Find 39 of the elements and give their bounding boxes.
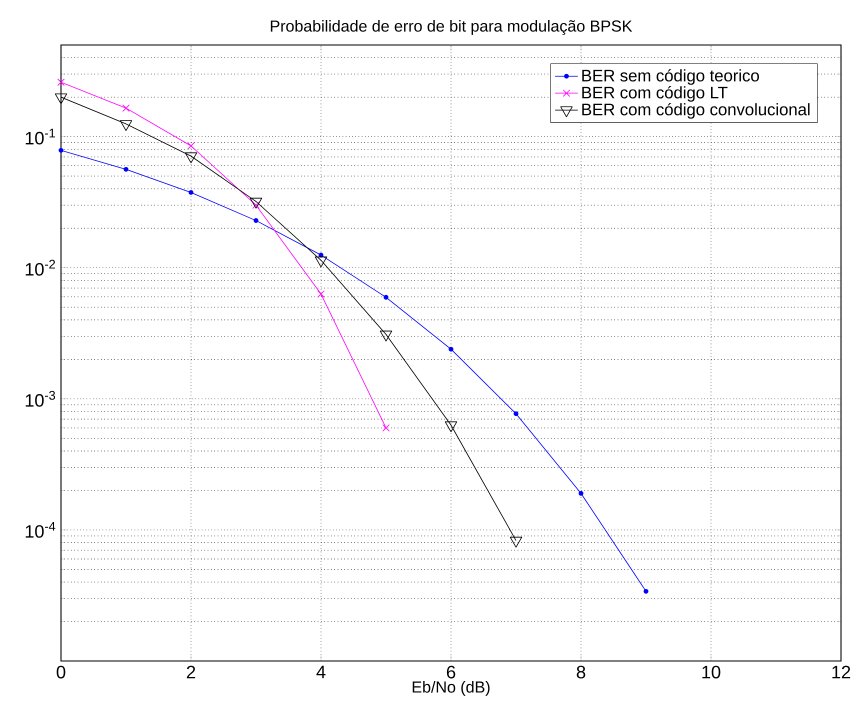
- x-tick-label: 6: [446, 666, 456, 678]
- point: [122, 104, 130, 112]
- point: [58, 148, 64, 153]
- point: [250, 198, 262, 209]
- point: [380, 330, 392, 342]
- x-tick-label: 2: [186, 666, 196, 678]
- point: [57, 78, 65, 86]
- chart-title: Probabilidade de erro de bit para modulação BPSK: [270, 20, 632, 35]
- point: [54, 93, 68, 104]
- y-tick-label: 10$^{-3}$: [26, 390, 56, 407]
- x-axis-title: Eb/No (dB): [412, 680, 490, 696]
- y-tick-label: 10$^{-2}$: [26, 260, 55, 276]
- point: [444, 421, 458, 432]
- point: [384, 294, 388, 300]
- point: [314, 256, 328, 268]
- y-tick-label: 10$^{-1}$: [26, 128, 56, 145]
- x-tick-label: 12: [832, 666, 850, 678]
- point: [382, 424, 390, 432]
- point: [578, 490, 584, 496]
- point: [318, 252, 324, 258]
- point: [644, 588, 648, 594]
- x-tick-label: 10: [702, 666, 720, 678]
- legend-label: BER com código LT: [582, 86, 728, 102]
- point: [120, 120, 132, 131]
- point: [188, 190, 194, 195]
- point: [317, 290, 325, 298]
- point: [252, 201, 260, 209]
- point: [184, 152, 198, 164]
- x-tick-label: 8: [576, 666, 586, 678]
- x-tick-label: 0: [56, 666, 66, 678]
- point: [124, 166, 128, 172]
- point: [187, 142, 195, 150]
- point: [448, 346, 454, 352]
- x-tick-label: 4: [316, 666, 326, 678]
- legend-label: BER com código convolucional: [582, 102, 810, 119]
- legend-label: BER sem código teorico: [582, 69, 759, 85]
- point: [514, 411, 518, 416]
- point: [254, 218, 258, 223]
- y-tick-label: 10$^{-4}$: [26, 522, 56, 538]
